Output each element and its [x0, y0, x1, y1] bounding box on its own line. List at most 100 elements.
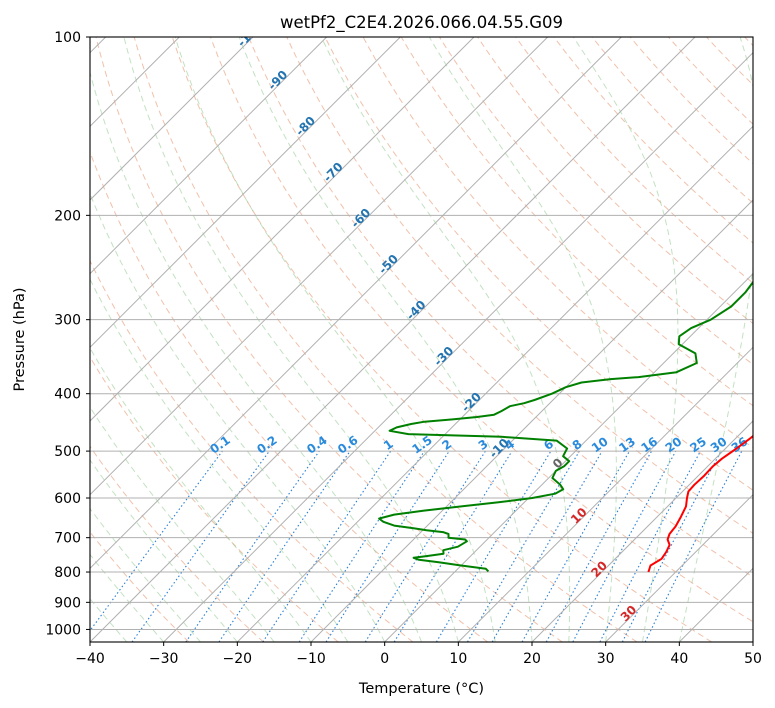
- dry-adiabat-line: [706, 37, 753, 86]
- dry-adiabat-line: [133, 37, 638, 642]
- mixing-ratio-line: [435, 450, 552, 642]
- moist-adiabat-line: [90, 598, 128, 642]
- dry-adiabat-line: [248, 37, 753, 578]
- isotherm-label: -90: [265, 68, 290, 93]
- mixing-ratio-label: 0.6: [335, 433, 360, 457]
- isotherm-label: -60: [348, 206, 373, 231]
- x-tick-label: 0: [380, 651, 389, 667]
- mixing-ratio-line: [131, 450, 270, 642]
- mixing-ratio-label: 0.1: [207, 433, 232, 457]
- isotherm-label: 20: [588, 558, 610, 580]
- moist-adiabat-line: [678, 37, 753, 642]
- mixing-ratio-line: [572, 450, 677, 642]
- mixing-ratio-line: [364, 450, 486, 642]
- moist-adiabat-line: [90, 347, 312, 642]
- y-tick-label: 600: [54, 491, 81, 507]
- mixing-ratio-label: 25: [687, 434, 709, 455]
- dry-adiabat-line: [477, 37, 753, 325]
- y-tick-label: 1000: [45, 622, 81, 638]
- dry-adiabat-line: [515, 37, 753, 284]
- dry-adiabat-line: [90, 531, 190, 642]
- moist-adiabat-line: [90, 70, 422, 642]
- mixing-ratio-label: 30: [708, 434, 730, 455]
- y-tick-label: 500: [54, 444, 81, 460]
- moist-adiabats: [90, 37, 753, 642]
- mixing-ratio-label: 2: [440, 437, 455, 453]
- moist-adiabat-line: [90, 553, 165, 642]
- moist-adiabat-line: [238, 37, 533, 642]
- moist-adiabat-line: [572, 37, 679, 642]
- mixing-ratio-line: [262, 450, 392, 642]
- mixing-ratio-label: 0.4: [304, 433, 329, 457]
- isotherm-label: -80: [293, 114, 318, 139]
- x-tick-label: 20: [523, 651, 541, 667]
- isotherm-gridline: [90, 37, 622, 570]
- mixing-ratio-label: 10: [589, 434, 611, 455]
- mixing-ratio-line: [467, 450, 580, 642]
- dry-adiabat-line: [668, 37, 753, 125]
- sounding-line: [647, 434, 753, 573]
- x-tick-label: −30: [149, 651, 179, 667]
- isotherm-gridline: [384, 272, 753, 642]
- mixing-ratio-line: [393, 450, 513, 642]
- chart-title: wetPf2_C2E4.2026.066.04.55.G09: [280, 13, 563, 33]
- x-tick-label: −10: [296, 651, 326, 667]
- moist-adiabat-line: [90, 278, 349, 642]
- moist-adiabat-line: [123, 37, 459, 642]
- dry-adiabat-line: [210, 37, 753, 623]
- mixing-ratio-line: [599, 450, 701, 642]
- dry-adiabat-line: [90, 445, 264, 642]
- mixing-ratio-line: [90, 450, 223, 632]
- moist-adiabat-line: [174, 37, 496, 642]
- isotherm-gridline: [310, 199, 753, 642]
- isotherm-gridline: [163, 51, 753, 642]
- isotherm-gridline: [752, 641, 753, 642]
- isotherm-label: -30: [431, 344, 456, 369]
- isotherm-gridline: [90, 37, 254, 201]
- mixing-ratio-lines: [90, 450, 743, 642]
- mixing-ratio-line: [325, 450, 450, 642]
- dry-adiabat-line: [744, 37, 753, 47]
- x-tick-label: 30: [597, 651, 615, 667]
- dry-adiabats: [90, 37, 753, 642]
- dry-adiabat-line: [553, 37, 753, 244]
- moist-adiabat-line: [90, 507, 201, 642]
- x-tick-label: −40: [75, 651, 105, 667]
- y-tick-label: 300: [54, 313, 81, 329]
- y-axis-label: Pressure (hPa): [12, 287, 28, 391]
- isotherm-label: 40: [654, 640, 676, 662]
- isotherm-label: -100: [235, 19, 266, 50]
- isotherm-gridline: [90, 37, 696, 642]
- moist-adiabat-line: [428, 37, 617, 642]
- dry-adiabat-line: [400, 37, 753, 407]
- mixing-ratio-line: [218, 450, 351, 642]
- mixing-ratio-line: [298, 450, 425, 642]
- dry-adiabat-line: [90, 356, 339, 642]
- dry-adiabat-line: [95, 37, 563, 642]
- dry-adiabat-line: [171, 37, 712, 642]
- isotherm-gridline: [90, 37, 328, 275]
- dry-adiabat-line: [324, 37, 753, 491]
- y-tick-label: 400: [54, 387, 81, 403]
- moist-adiabat-line: [90, 192, 386, 642]
- isotherm-gridline: [605, 493, 753, 642]
- isotherm-gridline: [678, 567, 753, 642]
- y-axis: 1000 900 800 700 600 500 400 300 200 100: [45, 30, 90, 638]
- sounding-line: [378, 280, 753, 573]
- isotherm-label: -70: [321, 160, 346, 185]
- dry-adiabat-line: [90, 259, 414, 642]
- moist-adiabat-line: [90, 459, 238, 642]
- y-tick-label: 700: [54, 531, 81, 547]
- mixing-ratio-line: [521, 450, 630, 642]
- dry-adiabat-line: [90, 150, 488, 642]
- grid: [90, 37, 753, 642]
- isotherm-gridline: [90, 37, 549, 496]
- isotherm-label: -40: [403, 298, 428, 323]
- isotherm-label: 30: [618, 603, 640, 625]
- dry-adiabat-line: [629, 37, 753, 165]
- isotherm-gridline: [236, 125, 753, 642]
- mixing-ratio-label: 1: [381, 437, 396, 453]
- mixing-ratio-label: 20: [663, 434, 685, 455]
